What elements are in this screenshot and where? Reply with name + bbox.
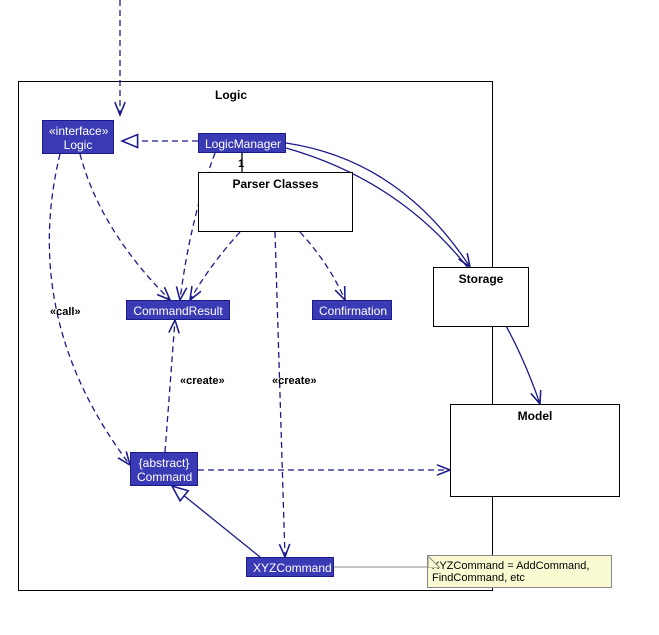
note-text: XYZCommand = AddCommand, FindCommand, et… (432, 560, 589, 584)
xyz-command-node: XYZCommand (246, 557, 334, 577)
node-label: XYZCommand (253, 561, 332, 575)
logic-manager-node: LogicManager (198, 133, 286, 153)
node-label: Logic (49, 138, 107, 152)
create-label-1: «create» (180, 375, 225, 387)
edge-parser-conf (300, 232, 345, 300)
node-label: Confirmation (319, 304, 387, 318)
edge-logic-cmdres (80, 154, 170, 300)
edge-parser-cmdres (190, 232, 240, 300)
multiplicity-1: 1 (238, 158, 244, 170)
command-result-node: CommandResult (126, 300, 230, 320)
stereotype-label: {abstract} (137, 456, 191, 470)
model-title: Model (451, 405, 619, 427)
abstract-command-node: {abstract} Command (130, 452, 198, 486)
call-label: «call» (50, 306, 81, 318)
parser-classes-box: Parser Classes (198, 172, 353, 232)
node-label: Command (137, 470, 191, 484)
confirmation-node: Confirmation (312, 300, 392, 320)
node-label: CommandResult (133, 304, 222, 318)
model-box: Model (450, 404, 620, 497)
edge-cmd-cmdres (165, 320, 175, 452)
storage-box: Storage (433, 267, 529, 327)
edge-xyz-cmd (172, 486, 260, 557)
note-box: XYZCommand = AddCommand, FindCommand, et… (427, 555, 612, 588)
parser-classes-title: Parser Classes (199, 173, 352, 195)
node-label: LogicManager (205, 137, 281, 151)
storage-title: Storage (434, 268, 528, 290)
create-label-2: «create» (272, 375, 317, 387)
stereotype-label: «interface» (49, 124, 107, 138)
edge-parser-xyz (275, 232, 285, 557)
note-fold-icon (428, 556, 440, 568)
interface-logic-node: «interface» Logic (42, 120, 114, 154)
